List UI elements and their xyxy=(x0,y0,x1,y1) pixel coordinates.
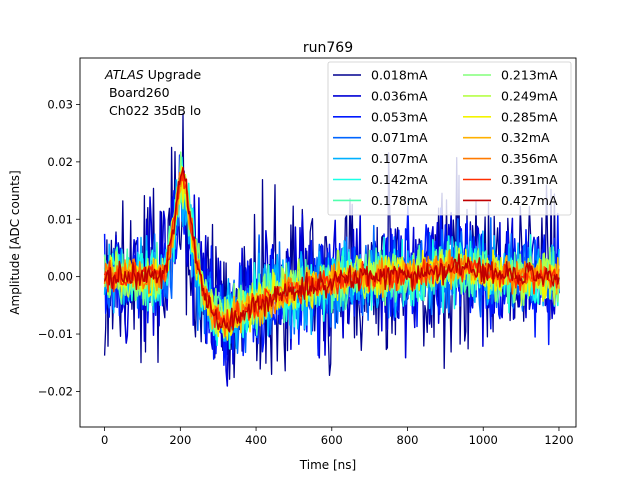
annotation-line-2: Board260 xyxy=(105,85,170,100)
y-tick-label: 0.02 xyxy=(47,155,73,169)
x-tick-label: 400 xyxy=(245,433,267,447)
legend-label: 0.427mA xyxy=(501,193,558,208)
legend-label: 0.107mA xyxy=(371,151,428,166)
y-tick-label: 0.01 xyxy=(47,212,73,226)
x-axis: 0 200 400 600 800 1000 1200 xyxy=(101,427,574,447)
x-tick-label: 600 xyxy=(321,433,343,447)
x-tick-label: 800 xyxy=(397,433,419,447)
y-tick-label: −0.01 xyxy=(38,327,73,341)
series-layer xyxy=(103,113,560,387)
legend-label: 0.142mA xyxy=(371,172,428,187)
x-axis-label: Time [ns] xyxy=(299,458,356,472)
legend-label: 0.053mA xyxy=(371,109,428,124)
y-tick-label: 0.03 xyxy=(47,97,73,111)
legend-label: 0.018mA xyxy=(371,68,428,83)
legend-label: 0.036mA xyxy=(371,88,428,103)
legend-label: 0.391mA xyxy=(501,172,558,187)
legend-frame xyxy=(327,61,572,216)
legend-label: 0.32mA xyxy=(501,130,550,145)
x-tick-label: 0 xyxy=(101,433,108,447)
legend-label: 0.356mA xyxy=(501,151,558,166)
annotation-line-3: Ch022 35dB lo xyxy=(105,103,201,118)
annotation-experiment: ATLAS xyxy=(104,67,144,82)
x-tick-label: 1000 xyxy=(469,433,498,447)
y-tick-label: −0.02 xyxy=(38,384,73,398)
atlas-annotation: ATLAS Upgrade Board260 Ch022 35dB lo xyxy=(104,67,201,118)
chart-title: run769 xyxy=(303,40,353,56)
legend: 0.018mA 0.036mA 0.053mA 0.071mA 0.107mA 0.142… xyxy=(327,61,572,216)
legend-label: 0.178mA xyxy=(371,193,428,208)
y-axis: −0.02 −0.01 0.00 0.01 0.02 0.03 xyxy=(38,97,80,398)
y-axis-label: Amplitude [ADC counts] xyxy=(8,170,22,314)
annotation-line-1: ATLAS Upgrade xyxy=(104,67,201,82)
x-tick-label: 1200 xyxy=(544,433,573,447)
plot-area-frame xyxy=(79,57,577,428)
legend-label: 0.285mA xyxy=(501,109,558,124)
legend-label: 0.213mA xyxy=(501,68,558,83)
series-line-0.427mA xyxy=(103,166,560,333)
legend-label: 0.071mA xyxy=(371,130,428,145)
y-tick-label: 0.00 xyxy=(47,270,73,284)
annotation-experiment-suffix: Upgrade xyxy=(144,67,202,82)
x-tick-label: 200 xyxy=(169,433,191,447)
legend-label: 0.249mA xyxy=(501,88,558,103)
